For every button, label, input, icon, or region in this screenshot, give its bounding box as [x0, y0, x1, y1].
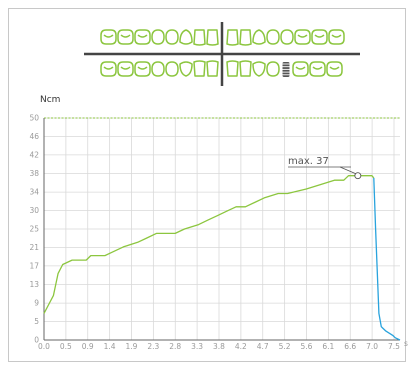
- tooth-upper-right-6-icon[interactable]: [294, 29, 311, 45]
- tooth-lower-left-4-icon[interactable]: [165, 61, 179, 77]
- tooth-lower-left-3-icon[interactable]: [179, 61, 193, 77]
- tooth-lower-right-2-icon[interactable]: [239, 60, 252, 77]
- x-tick-label: 5.6: [301, 342, 313, 351]
- x-tick-label: 0.0: [38, 342, 50, 351]
- torque-curve-release: [373, 177, 401, 341]
- x-tick-label: 0.5: [60, 342, 72, 351]
- y-tick-label: 0: [34, 336, 39, 345]
- tooth-lower-right-4-icon[interactable]: [266, 61, 280, 77]
- y-tick-labels: 0 5 9 13 17 21 25 30 34 38 42 46 50: [29, 114, 39, 345]
- y-tick-label: 30: [29, 206, 39, 215]
- tooth-upper-left-5-icon[interactable]: [151, 29, 165, 45]
- x-tick-label: 3.8: [213, 342, 225, 351]
- tooth-upper-right-7-icon[interactable]: [311, 29, 328, 45]
- y-tick-label: 21: [29, 243, 39, 252]
- max-leader-line: [339, 166, 356, 175]
- torque-curve: [43, 175, 375, 314]
- tooth-upper-right-8-icon[interactable]: [328, 29, 345, 45]
- tooth-lower-left-5-icon[interactable]: [151, 61, 165, 77]
- tooth-upper-right-2-icon[interactable]: [239, 29, 252, 46]
- tooth-upper-left-6-icon[interactable]: [134, 29, 151, 45]
- x-tick-labels: 0.0 0.5 0.9 1.4 1.9 2.3 2.8 3.3 3.8 4.2 4.7 5.2 5.6 6…: [38, 342, 400, 351]
- x-tick-label: 0.9: [82, 342, 94, 351]
- tooth-upper-left-1-icon[interactable]: [206, 29, 219, 46]
- y-tick-label: 5: [34, 317, 39, 326]
- tooth-lower-left-7-icon[interactable]: [117, 61, 134, 77]
- y-tick-label: 46: [29, 132, 39, 141]
- tooth-lower-left-1-icon[interactable]: [206, 60, 219, 77]
- x-tick-label: 1.4: [104, 342, 116, 351]
- y-tick-label: 17: [29, 261, 39, 270]
- tooth-upper-right-3-icon[interactable]: [252, 29, 266, 45]
- y-tick-label: 25: [29, 225, 39, 234]
- x-tick-label: 6.1: [322, 342, 334, 351]
- max-point-marker: [354, 172, 362, 180]
- tooth-upper-left-8-icon[interactable]: [100, 29, 117, 45]
- y-tick-label: 9: [34, 299, 39, 308]
- tooth-lower-right-3-icon[interactable]: [252, 61, 266, 77]
- tooth-upper-left-4-icon[interactable]: [165, 29, 179, 45]
- chart-axes: [43, 118, 400, 341]
- tooth-upper-left-7-icon[interactable]: [117, 29, 134, 45]
- x-tick-label: 3.3: [191, 342, 203, 351]
- max-value-label: max. 37: [288, 156, 329, 167]
- tooth-lower-left-6-icon[interactable]: [134, 61, 151, 77]
- x-tick-label: 6.6: [344, 342, 356, 351]
- x-tick-label: 2.8: [169, 342, 181, 351]
- y-tick-label: 38: [29, 169, 39, 178]
- y-tick-label: 34: [29, 188, 39, 197]
- x-tick-label: 4.2: [235, 342, 247, 351]
- tooth-lower-left-2-icon[interactable]: [193, 60, 206, 77]
- tooth-upper-right-1-icon[interactable]: [226, 29, 239, 46]
- tooth-lower-right-7-icon[interactable]: [309, 61, 326, 77]
- tooth-lower-right-1-icon[interactable]: [226, 60, 239, 77]
- dental-chart: [84, 22, 360, 86]
- chart-series: [43, 175, 401, 341]
- y-tick-label: 42: [29, 150, 39, 159]
- tooth-upper-right-4-icon[interactable]: [266, 29, 280, 45]
- y-tick-label: 50: [29, 114, 39, 123]
- tooth-lower-left-8-icon[interactable]: [100, 61, 117, 77]
- tooth-lower-right-8-icon[interactable]: [326, 61, 343, 77]
- x-tick-label: 5.2: [279, 342, 291, 351]
- x-tick-label: 4.7: [257, 342, 269, 351]
- tooth-upper-right-5-icon[interactable]: [280, 29, 294, 45]
- max-annotation: max. 37: [288, 156, 362, 180]
- implant-icon: [282, 62, 290, 77]
- y-axis-unit-label: Ncm: [40, 95, 60, 105]
- chart-grid: [44, 117, 400, 340]
- tooth-upper-left-3-icon[interactable]: [179, 29, 193, 45]
- x-tick-label: 2.3: [147, 342, 159, 351]
- y-tick-label: 13: [29, 280, 39, 289]
- tooth-lower-right-6-icon[interactable]: [292, 61, 309, 77]
- x-axis-unit-label: s: [404, 339, 408, 348]
- x-tick-label: 7.0: [366, 342, 378, 351]
- tooth-upper-left-2-icon[interactable]: [193, 29, 206, 46]
- x-tick-label: 1.9: [126, 342, 138, 351]
- x-tick-label: 7.5: [388, 342, 400, 351]
